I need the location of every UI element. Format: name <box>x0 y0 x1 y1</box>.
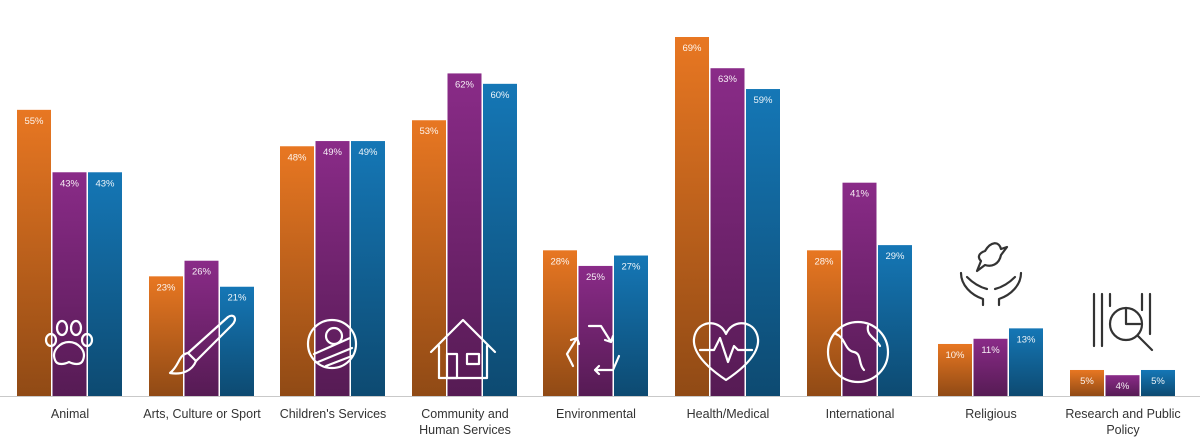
bar-group: 55% 43% 43% <box>17 109 122 396</box>
bar-group: 5% 4% 5% <box>1070 369 1175 396</box>
bar <box>220 286 254 396</box>
category-label: Children's Services <box>279 407 387 421</box>
heartbeat-icon <box>692 322 760 382</box>
bar <box>149 276 183 396</box>
bar-group: 10% 11% 13% <box>938 328 1043 396</box>
bar <box>88 172 122 396</box>
data-label: 13% <box>1016 334 1036 345</box>
data-label: 41% <box>850 189 870 200</box>
bar-group: 53% 62% 60% <box>412 73 517 397</box>
data-label: 27% <box>621 262 641 273</box>
data-label: 25% <box>586 272 606 283</box>
data-label: 69% <box>682 43 702 54</box>
data-label: 11% <box>981 345 1000 356</box>
data-label: 43% <box>60 178 80 189</box>
bar <box>614 255 648 396</box>
paintbrush-icon <box>168 314 237 375</box>
bar <box>1141 369 1175 396</box>
data-label: 28% <box>550 256 570 267</box>
data-label: 5% <box>1080 376 1094 387</box>
bar <box>412 120 446 397</box>
bar <box>315 141 350 396</box>
bar <box>1009 328 1043 396</box>
research-magnifier-icon <box>1092 292 1154 352</box>
bar <box>578 265 613 396</box>
bar <box>807 250 841 396</box>
data-label: 23% <box>156 282 176 293</box>
data-label: 63% <box>718 74 738 85</box>
bar <box>483 83 517 397</box>
bar <box>1105 375 1140 396</box>
category-label: Health/Medical <box>686 407 770 421</box>
bar <box>52 172 87 396</box>
data-label: 60% <box>490 90 510 101</box>
data-label: 49% <box>323 147 343 158</box>
bar <box>710 68 745 396</box>
data-label: 4% <box>1116 381 1130 392</box>
paw-icon <box>44 319 94 366</box>
category-label: Environmental <box>556 407 636 421</box>
data-label: 62% <box>455 79 475 90</box>
bar-group: 69% 63% 59% <box>675 37 780 396</box>
recycle-icon <box>565 324 621 376</box>
house-icon <box>429 318 497 380</box>
bar <box>675 37 709 396</box>
bar-group: 23% 26% 21% <box>149 260 254 396</box>
data-label: 49% <box>358 147 378 158</box>
bar <box>447 73 482 396</box>
bar <box>17 109 51 396</box>
baby-icon <box>306 318 358 370</box>
bar <box>842 182 877 396</box>
data-label: 48% <box>287 152 307 163</box>
bar <box>973 338 1008 396</box>
dove-hands-icon <box>959 242 1023 307</box>
bar-group: 28% 41% 29% <box>807 182 912 396</box>
data-label: 53% <box>419 126 439 137</box>
bar <box>351 141 385 396</box>
category-label: International <box>825 407 895 421</box>
bar <box>746 89 780 396</box>
category-label: Arts, Culture or Sport <box>143 407 261 421</box>
category-label: Research and Public Policy <box>1065 407 1181 437</box>
category-label: Religious <box>965 407 1017 421</box>
bar <box>280 146 314 396</box>
data-label: 28% <box>814 256 834 267</box>
bar-group: 28% 25% 27% <box>543 250 648 396</box>
data-label: 29% <box>885 251 905 262</box>
data-label: 55% <box>24 116 44 127</box>
category-label: Community and Human Services <box>419 407 511 437</box>
bar <box>938 343 972 396</box>
bar-group: 48% 49% 49% <box>280 141 385 396</box>
bar <box>184 260 219 396</box>
bar <box>878 245 912 396</box>
data-label: 59% <box>753 95 773 106</box>
data-label: 43% <box>95 178 115 189</box>
data-label: 10% <box>945 350 965 361</box>
category-label: Animal <box>50 407 90 421</box>
globe-icon <box>826 320 890 384</box>
data-label: 21% <box>227 293 247 304</box>
bar <box>543 250 577 396</box>
data-label: 26% <box>192 267 212 278</box>
data-label: 5% <box>1151 376 1165 387</box>
bar <box>1070 369 1104 396</box>
